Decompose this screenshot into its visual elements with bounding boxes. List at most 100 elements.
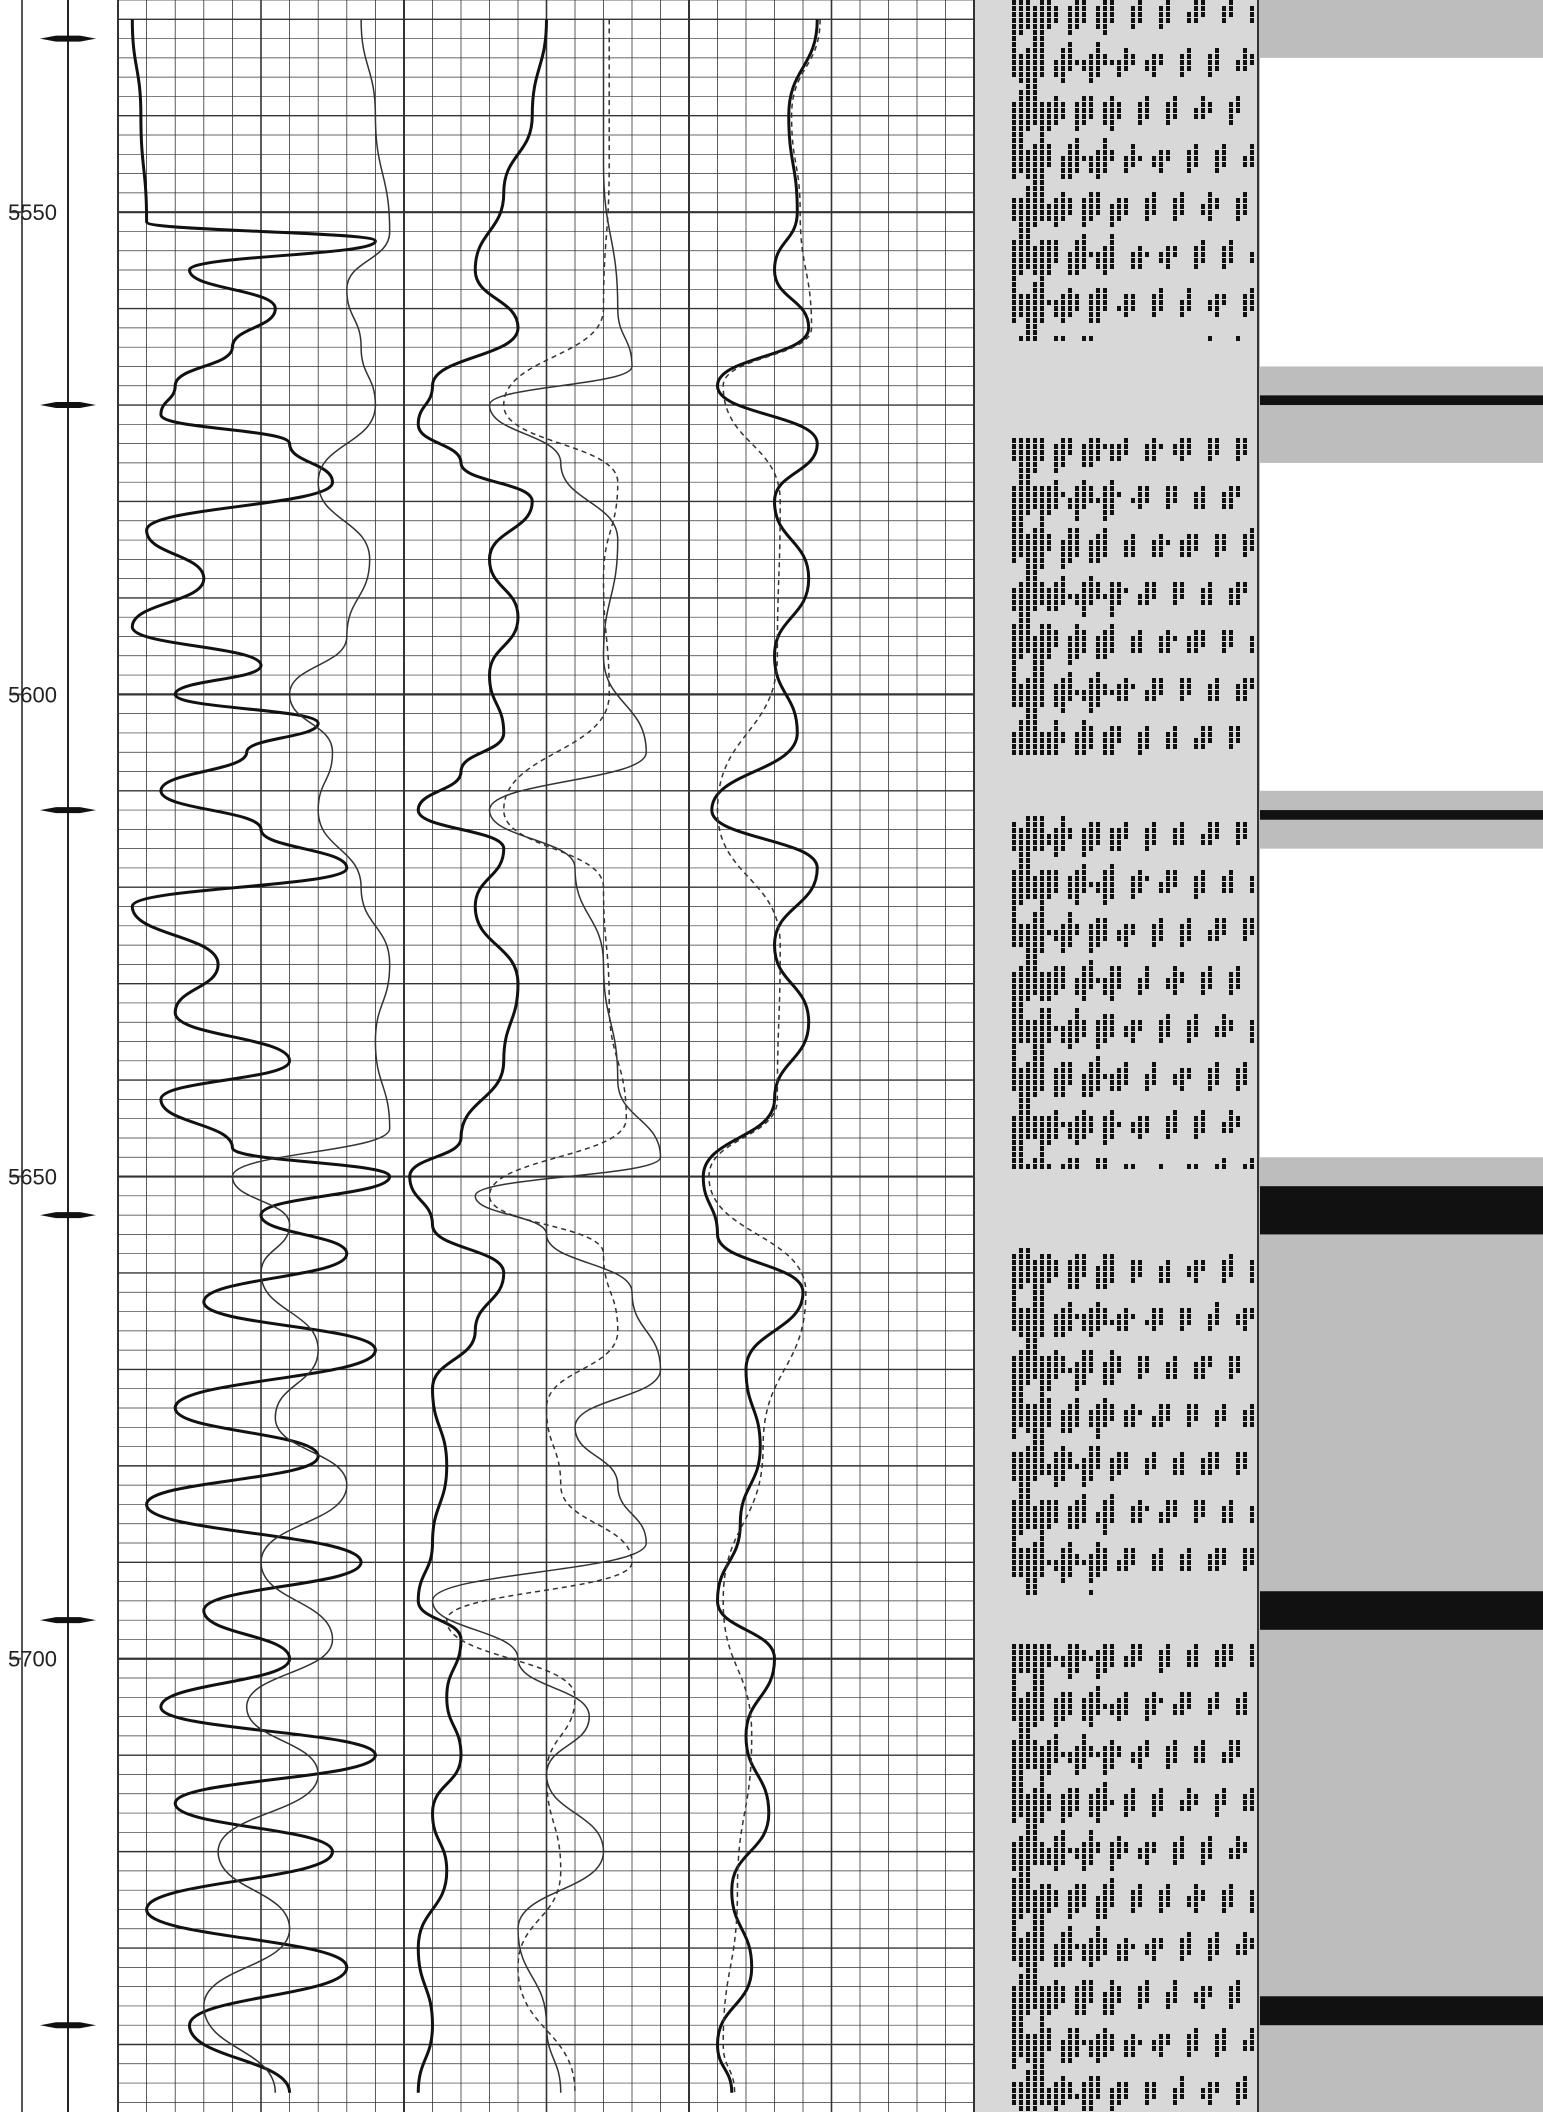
- density-stripe: [1173, 1980, 1177, 1985]
- density-stripe: [1082, 840, 1086, 845]
- density-stripe: [1075, 888, 1079, 893]
- density-stripe: [1166, 1266, 1170, 1271]
- density-stripe: [1026, 1320, 1030, 1325]
- density-stripe: [1082, 1350, 1086, 1355]
- density-stripe: [1012, 906, 1016, 911]
- density-stripe: [1033, 1968, 1037, 1973]
- density-stripe: [1026, 1272, 1030, 1277]
- density-stripe: [1061, 1806, 1065, 1811]
- density-stripe: [1173, 582, 1177, 587]
- density-stripe: [1040, 1440, 1044, 1445]
- density-stripe: [1250, 1038, 1254, 1043]
- density-stripe: [1194, 1278, 1198, 1283]
- density-stripe: [1208, 66, 1212, 71]
- density-stripe: [1215, 1938, 1219, 1943]
- density-stripe: [1054, 588, 1058, 593]
- density-stripe: [1166, 1116, 1170, 1121]
- density-stripe: [1061, 462, 1065, 467]
- density-stripe: [1061, 1326, 1065, 1331]
- density-stripe: [1138, 102, 1142, 107]
- density-stripe: [1082, 1698, 1086, 1703]
- density-stripe: [1019, 1404, 1023, 1409]
- density-stripe: [1250, 1260, 1254, 1265]
- density-stripe: [1033, 1752, 1037, 1757]
- density-stripe: [1012, 1284, 1016, 1289]
- density-stripe: [1033, 1818, 1037, 1823]
- density-stripe: [1159, 1560, 1163, 1565]
- density-stripe: [1026, 1710, 1030, 1715]
- density-stripe: [1026, 1644, 1030, 1649]
- density-stripe: [1117, 1986, 1121, 1991]
- density-stripe: [1040, 822, 1044, 827]
- density-stripe: [1187, 918, 1191, 923]
- density-stripe: [1019, 936, 1023, 941]
- density-stripe: [1089, 924, 1093, 929]
- density-stripe: [1075, 168, 1079, 173]
- density-stripe: [1075, 1254, 1079, 1259]
- density-stripe: [1243, 450, 1247, 455]
- density-stripe: [1040, 1800, 1044, 1805]
- density-stripe: [1033, 600, 1037, 605]
- density-stripe: [1040, 318, 1044, 323]
- density-stripe: [1061, 678, 1065, 683]
- density-stripe: [1019, 1806, 1023, 1811]
- density-stripe: [1152, 1692, 1156, 1697]
- density-stripe: [1068, 174, 1072, 179]
- density-stripe: [1138, 1746, 1142, 1751]
- density-stripe: [1026, 462, 1030, 467]
- density-stripe: [1033, 1572, 1037, 1577]
- density-stripe: [1019, 1272, 1023, 1277]
- density-stripe: [1026, 1314, 1030, 1319]
- density-stripe: [1082, 2094, 1086, 2099]
- density-stripe: [1026, 2046, 1030, 2051]
- density-stripe: [1026, 318, 1030, 323]
- density-stripe: [1201, 1752, 1205, 1757]
- density-stripe: [1040, 1644, 1044, 1649]
- density-stripe: [1040, 1956, 1044, 1961]
- density-stripe: [1068, 1548, 1072, 1553]
- density-stripe: [1082, 2004, 1086, 2009]
- density-stripe: [1026, 960, 1030, 965]
- density-stripe: [1047, 594, 1051, 599]
- density-stripe: [1061, 1800, 1065, 1805]
- density-stripe: [1082, 996, 1086, 1001]
- density-stripe: [1068, 1422, 1072, 1427]
- density-stripe: [1019, 450, 1023, 455]
- density-stripe: [1040, 120, 1044, 125]
- density-stripe: [1061, 2082, 1065, 2087]
- density-stripe: [1026, 66, 1030, 71]
- density-stripe: [1089, 1368, 1093, 1373]
- density-stripe: [1040, 264, 1044, 269]
- density-stripe: [1012, 1158, 1016, 1163]
- density-stripe: [1089, 1848, 1093, 1853]
- density-stripe: [1089, 708, 1093, 713]
- density-stripe: [1068, 1668, 1072, 1673]
- density-stripe: [1061, 738, 1065, 743]
- density-stripe: [1145, 1470, 1149, 1475]
- density-stripe: [1054, 840, 1058, 845]
- density-stripe: [1061, 456, 1065, 461]
- density-stripe: [1012, 1416, 1016, 1421]
- density-stripe: [1180, 198, 1184, 203]
- density-stripe: [1026, 84, 1030, 89]
- density-stripe: [1026, 612, 1030, 617]
- density-stripe: [1075, 1410, 1079, 1415]
- density-stripe: [1236, 1068, 1240, 1073]
- density-stripe: [1054, 486, 1058, 491]
- density-stripe: [1075, 990, 1079, 995]
- density-stripe: [1061, 1818, 1065, 1823]
- density-stripe: [1250, 1548, 1254, 1553]
- density-stripe: [1040, 930, 1044, 935]
- density-stripe: [1033, 930, 1037, 935]
- density-stripe: [1194, 1266, 1198, 1271]
- density-stripe: [1019, 606, 1023, 611]
- density-stripe: [1082, 264, 1086, 269]
- density-stripe: [1040, 72, 1044, 77]
- density-stripe: [1019, 1938, 1023, 1943]
- density-stripe: [1033, 186, 1037, 191]
- density-stripe: [1089, 1320, 1093, 1325]
- density-stripe: [1180, 1086, 1184, 1091]
- density-stripe: [1068, 828, 1072, 833]
- density-stripe: [1166, 1500, 1170, 1505]
- density-stripe: [1110, 888, 1114, 893]
